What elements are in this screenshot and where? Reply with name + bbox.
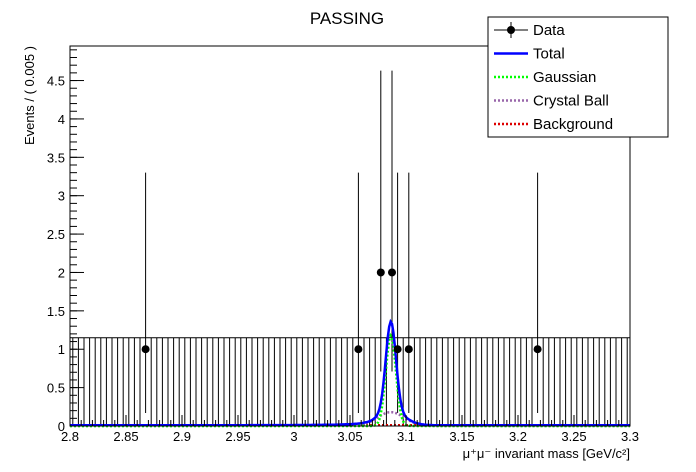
y-tick-label: 4 bbox=[58, 112, 65, 127]
y-tick-label: 4.5 bbox=[47, 74, 65, 89]
data-point bbox=[393, 345, 402, 354]
legend-label: Crystal Ball bbox=[533, 93, 609, 110]
y-tick-label: 0 bbox=[58, 419, 65, 434]
data-point bbox=[404, 345, 413, 354]
axes: 2.8 2.85 2.9 2.95 3 3.05 3.1 3.15 3.2 3.25 3.3 0 0.5… bbox=[47, 49, 639, 444]
x-tick-label: 2.85 bbox=[113, 429, 138, 444]
x-tick-label: 2.95 bbox=[225, 429, 250, 444]
x-tick-label: 3.15 bbox=[449, 429, 474, 444]
y-tick-label: 2.5 bbox=[47, 227, 65, 242]
data-point bbox=[376, 268, 385, 277]
data-point bbox=[388, 268, 396, 277]
x-axis-label: μ⁺μ⁻ invariant mass [GeV/c²] bbox=[463, 446, 630, 461]
y-tick-label: 0.5 bbox=[47, 381, 65, 396]
legend-label: Background bbox=[533, 116, 613, 133]
x-tick-label: 2.9 bbox=[173, 429, 191, 444]
x-tick-label: 2.8 bbox=[61, 429, 79, 444]
y-tick-label: 1.5 bbox=[47, 304, 65, 319]
y-tick-label: 3.5 bbox=[47, 150, 65, 165]
gaussian-curve bbox=[70, 332, 630, 428]
y-tick-label: 2 bbox=[58, 265, 65, 280]
data-point bbox=[354, 345, 363, 354]
data-point bbox=[141, 345, 150, 354]
y-tick-label: 3 bbox=[58, 189, 65, 204]
x-tick-label: 3.25 bbox=[561, 429, 586, 444]
data-points bbox=[141, 268, 542, 354]
data-point bbox=[533, 345, 542, 354]
x-tick-label: 3.1 bbox=[397, 429, 415, 444]
legend-data-marker bbox=[507, 26, 515, 34]
y-axis-label: Events / ( 0.005 ) bbox=[22, 46, 37, 145]
legend-label: Data bbox=[533, 22, 565, 39]
x-tick-label: 3.3 bbox=[621, 429, 639, 444]
legend-label: Gaussian bbox=[533, 69, 596, 86]
x-tick-label: 3.05 bbox=[337, 429, 362, 444]
x-tick-label: 3.2 bbox=[509, 429, 527, 444]
y-tick-label: 1 bbox=[58, 342, 65, 357]
legend-label: Total bbox=[533, 46, 565, 63]
x-tick-label: 3 bbox=[290, 429, 297, 444]
legend: Data Total Gaussian Crystal Ball Background bbox=[487, 16, 669, 138]
chart-title: PASSING bbox=[310, 9, 384, 28]
